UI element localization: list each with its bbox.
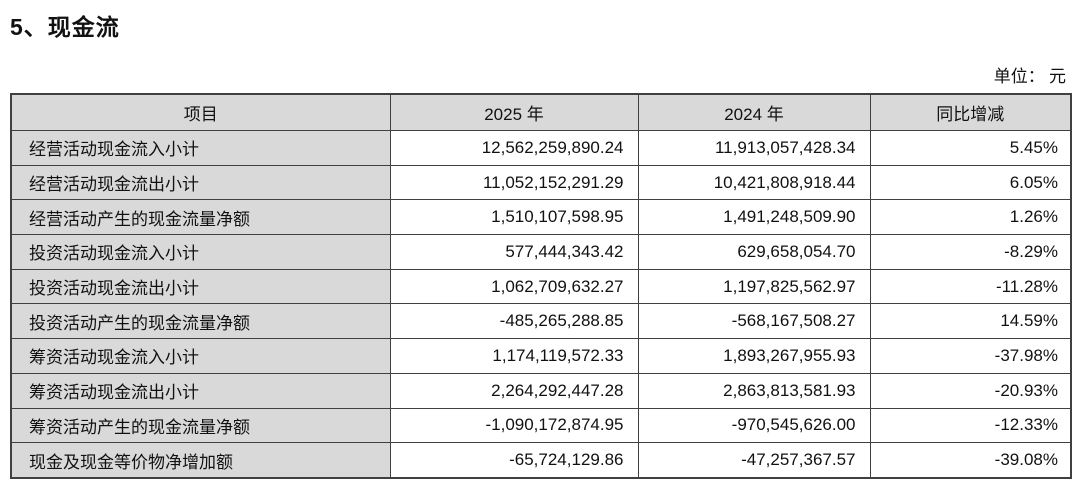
row-item-label: 经营活动产生的现金流量净额 <box>10 199 391 236</box>
row-item-label: 筹资活动现金流出小计 <box>10 372 391 409</box>
row-change-pct: -8.29% <box>869 234 1072 270</box>
row-value-2025: -485,265,288.85 <box>389 303 639 340</box>
row-value-2024: 11,913,057,428.34 <box>637 130 871 166</box>
row-change-pct: -12.33% <box>869 407 1072 444</box>
table-row: 筹资活动现金流出小计 2,264,292,447.28 2,863,813,581.… <box>10 372 1072 409</box>
row-value-2025: 11,052,152,291.29 <box>389 164 639 201</box>
row-change-pct: 1.26% <box>869 199 1072 236</box>
table-row: 经营活动现金流入小计 12,562,259,890.24 11,913,057,42… <box>10 130 1072 166</box>
row-value-2025: 12,562,259,890.24 <box>389 130 639 166</box>
row-value-2025: 1,062,709,632.27 <box>389 268 639 305</box>
row-change-pct: -39.08% <box>869 442 1072 479</box>
column-header-2025: 2025 年 <box>389 93 639 131</box>
column-header-2024: 2024 年 <box>637 93 871 131</box>
row-value-2024: -970,545,626.00 <box>637 407 871 444</box>
row-item-label: 经营活动现金流入小计 <box>10 130 391 166</box>
row-change-pct: 14.59% <box>869 303 1072 340</box>
section-title: 5、现金流 <box>10 14 120 40</box>
row-item-label: 现金及现金等价物净增加额 <box>10 442 391 479</box>
row-value-2025: 2,264,292,447.28 <box>389 372 639 409</box>
row-value-2025: 1,510,107,598.95 <box>389 199 639 236</box>
table-row: 筹资活动现金流入小计 1,174,119,572.33 1,893,267,955.… <box>10 338 1072 374</box>
row-value-2024: 2,863,813,581.93 <box>637 372 871 409</box>
row-value-2025: -65,724,129.86 <box>389 442 639 479</box>
table-header-row: 项目 2025 年 2024 年 同比增减 <box>10 93 1072 131</box>
row-value-2024: 1,197,825,562.97 <box>637 268 871 305</box>
table-row: 筹资活动产生的现金流量净额 -1,090,172,874.95 -970,545,6… <box>10 407 1072 444</box>
row-value-2024: -568,167,508.27 <box>637 303 871 340</box>
row-change-pct: -37.98% <box>869 338 1072 374</box>
row-value-2024: -47,257,367.57 <box>637 442 871 479</box>
row-item-label: 投资活动现金流出小计 <box>10 268 391 305</box>
column-header-item: 项目 <box>10 93 391 131</box>
row-item-label: 经营活动现金流出小计 <box>10 164 391 201</box>
row-item-label: 筹资活动现金流入小计 <box>10 338 391 374</box>
row-value-2024: 629,658,054.70 <box>637 234 871 270</box>
row-change-pct: 5.45% <box>869 130 1072 166</box>
row-value-2024: 1,893,267,955.93 <box>637 338 871 374</box>
row-change-pct: 6.05% <box>869 164 1072 201</box>
row-change-pct: -11.28% <box>869 268 1072 305</box>
table-row: 经营活动产生的现金流量净额 1,510,107,598.95 1,491,248,5… <box>10 199 1072 236</box>
table-row: 经营活动现金流出小计 11,052,152,291.29 10,421,808,91… <box>10 164 1072 201</box>
table-row: 投资活动现金流出小计 1,062,709,632.27 1,197,825,562.… <box>10 268 1072 305</box>
table-row: 投资活动现金流入小计 577,444,343.42 629,658,054.70 -8… <box>10 234 1072 270</box>
row-item-label: 投资活动产生的现金流量净额 <box>10 303 391 340</box>
table-row: 投资活动产生的现金流量净额 -485,265,288.85 -568,167,508… <box>10 303 1072 340</box>
unit-label: 单位： 元 <box>993 67 1066 86</box>
row-item-label: 投资活动现金流入小计 <box>10 234 391 270</box>
row-value-2025: -1,090,172,874.95 <box>389 407 639 444</box>
row-item-label: 筹资活动产生的现金流量净额 <box>10 407 391 444</box>
row-value-2025: 1,174,119,572.33 <box>389 338 639 374</box>
column-header-yoy-change: 同比增减 <box>869 93 1072 131</box>
table-body: 经营活动现金流入小计 12,562,259,890.24 11,913,057,42… <box>10 130 1072 479</box>
row-value-2024: 1,491,248,509.90 <box>637 199 871 236</box>
row-value-2024: 10,421,808,918.44 <box>637 164 871 201</box>
row-change-pct: -20.93% <box>869 372 1072 409</box>
row-value-2025: 577,444,343.42 <box>389 234 639 270</box>
cashflow-table: 项目 2025 年 2024 年 同比增减 经营活动现金流入小计 12,562,2… <box>10 93 1072 479</box>
table-row: 现金及现金等价物净增加额 -65,724,129.86 -47,257,367.57… <box>10 442 1072 479</box>
